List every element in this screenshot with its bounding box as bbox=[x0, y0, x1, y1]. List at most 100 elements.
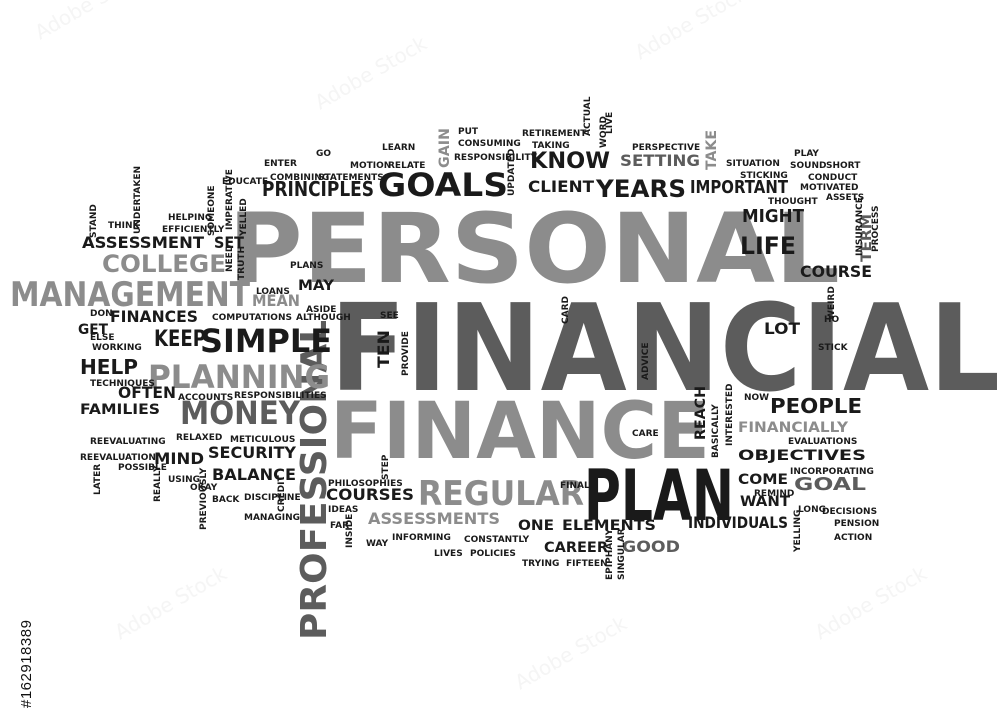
word-planning: PLANNING bbox=[148, 358, 330, 396]
word-decisions: DECISIONS bbox=[822, 507, 877, 517]
word-long: LONG bbox=[798, 505, 826, 515]
word-now: NOW bbox=[744, 393, 769, 403]
word-take: TAKE bbox=[704, 130, 720, 170]
word-singular: SINGULAR bbox=[617, 528, 627, 580]
word-word: WORD bbox=[599, 116, 609, 148]
word-consuming: CONSUMING bbox=[458, 139, 521, 149]
word-discipline: DISCIPLINE bbox=[244, 493, 301, 503]
watermark-text: Adobe Stock bbox=[811, 561, 932, 644]
word-card: CARD bbox=[561, 296, 571, 324]
word-live: LIVE bbox=[605, 112, 615, 134]
word-reach: REACH bbox=[693, 386, 709, 440]
word-term: TERM bbox=[859, 214, 875, 262]
word-lot: LOT bbox=[764, 319, 800, 338]
word-insurance: INSURANCE bbox=[855, 197, 865, 256]
word-come: COME bbox=[738, 472, 788, 488]
word-reevaluation: REEVALUATION bbox=[80, 453, 156, 463]
word-combining: COMBINING bbox=[270, 173, 329, 183]
word-previously: PREVIOUSLY bbox=[199, 467, 209, 530]
word-truth: TRUTH bbox=[237, 246, 247, 280]
word-constantly: CONSTANTLY bbox=[464, 535, 530, 545]
word-management: MANAGEMENT bbox=[10, 275, 251, 315]
word-interested: INTERESTED bbox=[725, 384, 735, 447]
word-final: FINAL bbox=[560, 481, 590, 491]
word-play: PLAY bbox=[794, 149, 819, 159]
word-client: CLIENT bbox=[528, 177, 594, 196]
word-stand: STAND bbox=[89, 204, 99, 238]
word-objectives: OBJECTIVES bbox=[738, 448, 866, 464]
word-ideas: IDEAS bbox=[328, 505, 358, 515]
word-get: GET bbox=[78, 322, 108, 338]
word-motion: MOTION bbox=[350, 161, 391, 171]
watermark-text: Adobe Stock bbox=[311, 31, 432, 114]
word-informing: INFORMING bbox=[392, 533, 451, 543]
word-pension: PENSION bbox=[834, 519, 879, 529]
word-regular: REGULAR bbox=[418, 474, 584, 514]
word-want: WANT bbox=[740, 494, 790, 510]
word-techniques: TECHNIQUES bbox=[90, 379, 155, 389]
word-remind: REMIND bbox=[754, 489, 794, 499]
word-don: DON bbox=[90, 309, 113, 319]
word-short: SHORT bbox=[826, 161, 861, 171]
word-someone: SOMEONE bbox=[207, 185, 217, 236]
word-situation: SITUATION bbox=[726, 159, 780, 169]
word-courses: COURSES bbox=[326, 485, 414, 504]
word-keep: KEEP bbox=[154, 327, 206, 352]
word-plans: PLANS bbox=[290, 261, 323, 271]
word-goal: GOAL bbox=[794, 474, 866, 495]
word-think: THINK bbox=[108, 221, 141, 231]
word-enter: ENTER bbox=[264, 159, 297, 169]
word-credit: CREDIT bbox=[277, 474, 287, 512]
watermark-text: Adobe Stock bbox=[631, 0, 752, 64]
word-go: GO bbox=[316, 149, 331, 159]
word-ten: TEN bbox=[374, 330, 393, 368]
word-updated: UPDATED bbox=[507, 149, 517, 196]
word-imperative: IMPERATIVE bbox=[225, 169, 235, 230]
word-assets: ASSETS bbox=[826, 193, 864, 203]
word-possible: POSSIBLE bbox=[118, 463, 167, 473]
word-sound: SOUND bbox=[790, 161, 826, 171]
word-may: MAY bbox=[298, 278, 335, 294]
word-okay: OKAY bbox=[190, 483, 218, 493]
word-assessment: ASSESSMENT bbox=[82, 233, 204, 252]
word-educate: EDUCATE bbox=[222, 177, 268, 187]
word-sticking: STICKING bbox=[740, 171, 788, 181]
word-personal: PERSONAL bbox=[228, 193, 840, 305]
word-else: ELSE bbox=[90, 333, 115, 343]
word-individuals: INDIVIDUALS bbox=[688, 513, 788, 532]
word-undertaken: UNDERTAKEN bbox=[133, 166, 143, 234]
word-important: IMPORTANT bbox=[690, 177, 789, 198]
word-set: SET bbox=[214, 233, 244, 252]
word-finance: FINANCE bbox=[330, 387, 710, 477]
word-later: LATER bbox=[93, 464, 103, 495]
word-way: WAY bbox=[366, 539, 389, 549]
word-life: LIFE bbox=[740, 232, 796, 260]
word-setting: SETTING bbox=[620, 151, 700, 170]
word-action: ACTION bbox=[834, 533, 872, 543]
word-elements: ELEMENTS bbox=[562, 518, 656, 534]
word-computations: COMPUTATIONS bbox=[212, 313, 292, 323]
word-fifteen: FIFTEEN bbox=[566, 559, 608, 569]
word-often: OFTEN bbox=[118, 383, 176, 402]
word-see: SEE bbox=[380, 311, 399, 321]
word-plan: PLAN bbox=[584, 455, 734, 537]
word-taking: TAKING bbox=[532, 141, 570, 151]
word-weird: WEIRD bbox=[827, 286, 837, 320]
word-motivated: MOTIVATED bbox=[800, 183, 858, 193]
word-conduct: CONDUCT bbox=[808, 173, 858, 183]
word-philosophies: PHILOSOPHIES bbox=[328, 479, 403, 489]
word-career: CAREER bbox=[544, 540, 608, 556]
word-learn: LEARN bbox=[382, 143, 415, 153]
word-balance: BALANCE bbox=[212, 465, 296, 484]
word-years: YEARS bbox=[595, 175, 686, 203]
word-college: COLLEGE bbox=[102, 250, 226, 278]
word-care: CARE bbox=[632, 429, 659, 439]
word-need: NEED bbox=[225, 245, 235, 272]
word-families: FAMILIES bbox=[80, 402, 160, 418]
word-professional: PROFESSIONAL bbox=[294, 320, 335, 640]
word-ho: HO bbox=[824, 315, 840, 325]
word-relaxed: RELAXED bbox=[176, 433, 222, 443]
word-mean: MEAN bbox=[252, 291, 300, 310]
word-helping: HELPING bbox=[168, 213, 212, 223]
